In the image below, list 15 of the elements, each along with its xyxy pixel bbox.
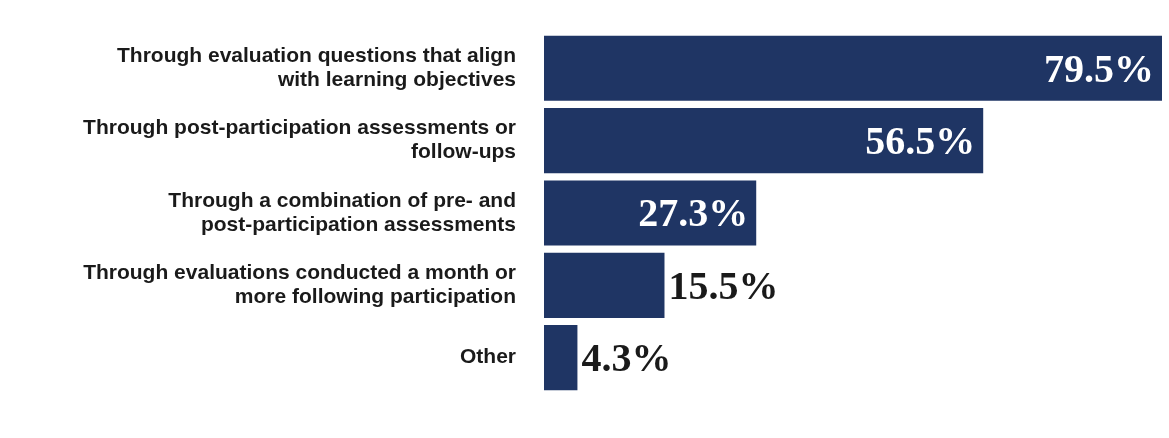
y-tick-label: Other — [459, 344, 516, 368]
y-tick-label: Through a combination of pre- and post-participation assessments — [168, 187, 516, 235]
data-label: 15.5% — [668, 262, 779, 308]
data-label: 56.5% — [865, 117, 976, 163]
y-tick-label: Through evaluations conducted a month or more following participation — [83, 260, 516, 308]
data-label: 4.3% — [581, 335, 672, 380]
data-label: 79.5% — [1044, 45, 1154, 91]
bar — [544, 180, 757, 246]
bar — [544, 108, 984, 174]
y-tick-label: Through post-participation assessments or follow-ups — [83, 115, 516, 163]
bar — [544, 35, 1162, 101]
y-tick-label: Through evaluation questions that align with learning objectives — [116, 42, 516, 91]
bar — [544, 252, 665, 318]
bar — [544, 325, 578, 391]
data-label: 27.3% — [638, 190, 749, 236]
